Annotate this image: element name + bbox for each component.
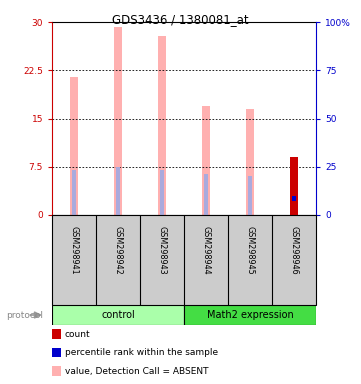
Bar <box>204 174 208 215</box>
Bar <box>158 36 166 215</box>
Bar <box>202 106 210 215</box>
Bar <box>292 196 296 202</box>
Text: GSM298943: GSM298943 <box>157 226 166 275</box>
Bar <box>70 77 78 215</box>
Bar <box>246 109 254 215</box>
Bar <box>248 176 252 215</box>
Bar <box>72 170 76 215</box>
Bar <box>116 167 120 215</box>
Text: count: count <box>65 330 90 339</box>
Bar <box>52 305 184 325</box>
Text: GSM298945: GSM298945 <box>245 226 255 275</box>
Text: control: control <box>101 310 135 320</box>
Text: Math2 expression: Math2 expression <box>206 310 293 320</box>
Bar <box>184 305 316 325</box>
Text: value, Detection Call = ABSENT: value, Detection Call = ABSENT <box>65 367 208 376</box>
Text: percentile rank within the sample: percentile rank within the sample <box>65 348 218 357</box>
Text: protocol: protocol <box>6 311 44 319</box>
Bar <box>114 27 122 215</box>
Text: GSM298946: GSM298946 <box>290 226 299 275</box>
Text: GSM298942: GSM298942 <box>113 226 122 275</box>
Text: GSM298944: GSM298944 <box>201 226 210 275</box>
Text: GDS3436 / 1380081_at: GDS3436 / 1380081_at <box>112 13 249 26</box>
Text: GSM298941: GSM298941 <box>70 226 78 275</box>
Bar <box>160 170 164 215</box>
Bar <box>290 157 298 215</box>
